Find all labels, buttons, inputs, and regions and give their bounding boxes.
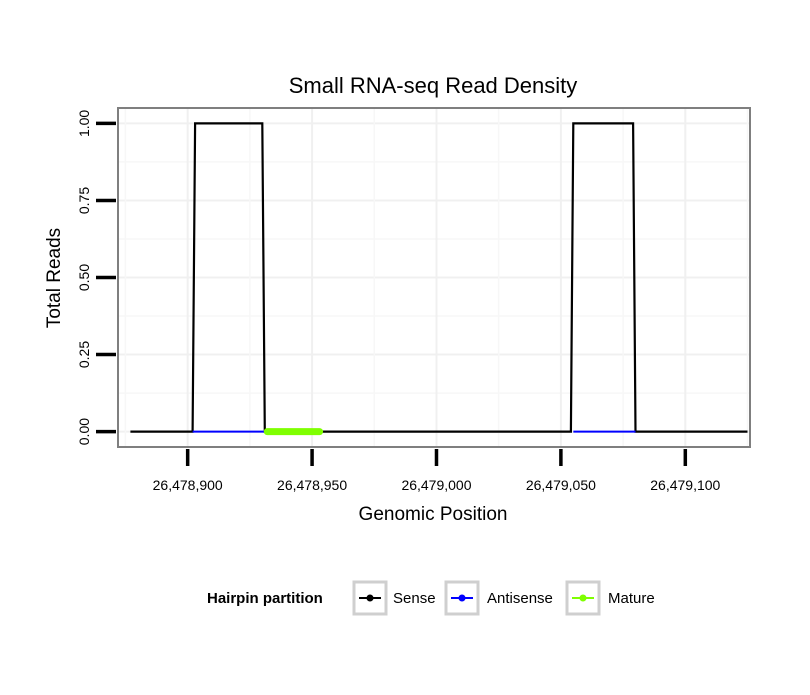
x-tick-label: 26,478,950 [277,477,347,493]
legend-label-sense: Sense [393,590,436,607]
legend-label-mature: Mature [608,590,655,607]
y-tick-label: 0.00 [76,418,92,445]
data-series [130,122,748,436]
y-tick-label: 0.25 [76,341,92,368]
y-tick-label: 0.75 [76,187,92,214]
y-axis-label: Total Reads [44,228,65,328]
legend-point-antisense [458,594,466,602]
chart-title: Small RNA-seq Read Density [289,73,578,98]
legend-title: Hairpin partition [207,590,323,607]
legend-point-sense [366,594,374,602]
x-tick-label: 26,479,050 [526,477,596,493]
y-tick-label: 0.50 [76,264,92,291]
legend-point-mature [579,594,587,602]
legend: Hairpin partition Sense Antisense Mature [207,580,655,616]
sense-series-line [130,122,748,433]
x-tick-label: 26,478,900 [153,477,223,493]
x-axis-label: Genomic Position [359,504,508,525]
x-tick-label: 26,479,100 [650,477,720,493]
x-tick-label: 26,479,000 [401,477,471,493]
y-tick-label: 1.00 [76,110,92,137]
legend-label-antisense: Antisense [487,590,553,607]
axes: 0.00 0.25 0.50 0.75 1.00 26,478,900 26,478,950… [76,110,721,493]
